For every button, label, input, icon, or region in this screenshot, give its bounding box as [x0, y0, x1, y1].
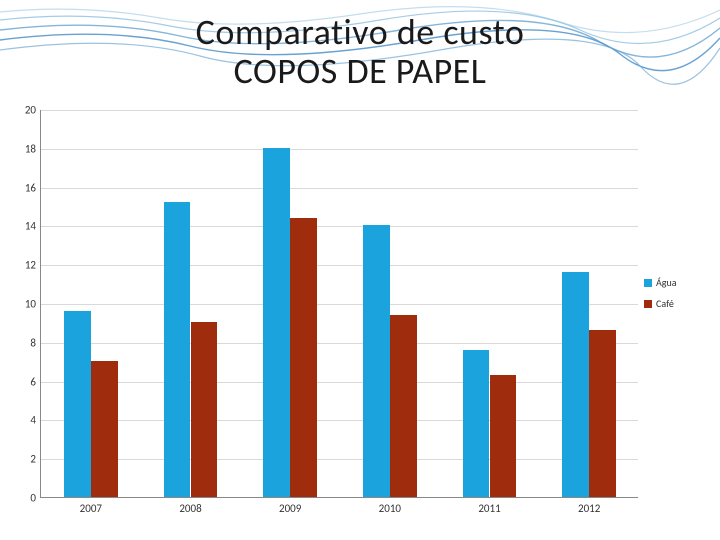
x-tick-label: 2009	[279, 502, 301, 515]
legend-label: Água	[656, 276, 677, 289]
y-tick-label: 8	[14, 336, 36, 349]
y-tick-label: 18	[14, 142, 36, 155]
bar-café	[390, 315, 417, 497]
gridline	[41, 149, 638, 150]
bar-água	[562, 272, 589, 497]
bar-café	[191, 322, 218, 497]
y-tick-label: 16	[14, 181, 36, 194]
bar-café	[290, 218, 317, 497]
legend-item: Café	[644, 297, 706, 310]
x-tick-label: 2007	[80, 502, 102, 515]
legend-label: Café	[656, 297, 674, 310]
bar-água	[363, 225, 390, 497]
x-tick-label: 2010	[379, 502, 401, 515]
title-line-2: COPOS DE PAPEL	[0, 52, 720, 92]
gridline	[41, 226, 638, 227]
y-tick-label: 0	[14, 492, 36, 505]
bar-água	[64, 311, 91, 497]
legend-item: Água	[644, 276, 706, 289]
gridline	[41, 343, 638, 344]
gridline	[41, 459, 638, 460]
legend: Água Café	[644, 276, 706, 318]
y-tick-label: 10	[14, 298, 36, 311]
chart-container: 02468101214161820 2007200820092010201120…	[14, 110, 706, 530]
bar-água	[463, 350, 490, 497]
y-tick-label: 20	[14, 104, 36, 117]
gridline	[41, 382, 638, 383]
gridline	[41, 110, 638, 111]
x-tick-label: 2008	[179, 502, 201, 515]
plot-area: 200720082009201020112012	[40, 110, 638, 498]
bar-café	[490, 375, 517, 497]
title-line-1: Comparativo de custo	[0, 14, 720, 52]
legend-swatch	[644, 300, 652, 308]
gridline	[41, 265, 638, 266]
chart-title: Comparativo de custo COPOS DE PAPEL	[0, 0, 720, 91]
bar-água	[164, 202, 191, 497]
y-tick-label: 12	[14, 259, 36, 272]
y-tick-label: 4	[14, 414, 36, 427]
bar-café	[589, 330, 616, 497]
y-tick-label: 6	[14, 375, 36, 388]
gridline	[41, 420, 638, 421]
y-tick-label: 2	[14, 453, 36, 466]
bar-água	[263, 148, 290, 497]
legend-swatch	[644, 279, 652, 287]
x-tick-label: 2011	[478, 502, 500, 515]
bar-café	[91, 361, 118, 497]
gridline	[41, 188, 638, 189]
x-tick-label: 2012	[578, 502, 600, 515]
y-tick-label: 14	[14, 220, 36, 233]
gridline	[41, 304, 638, 305]
